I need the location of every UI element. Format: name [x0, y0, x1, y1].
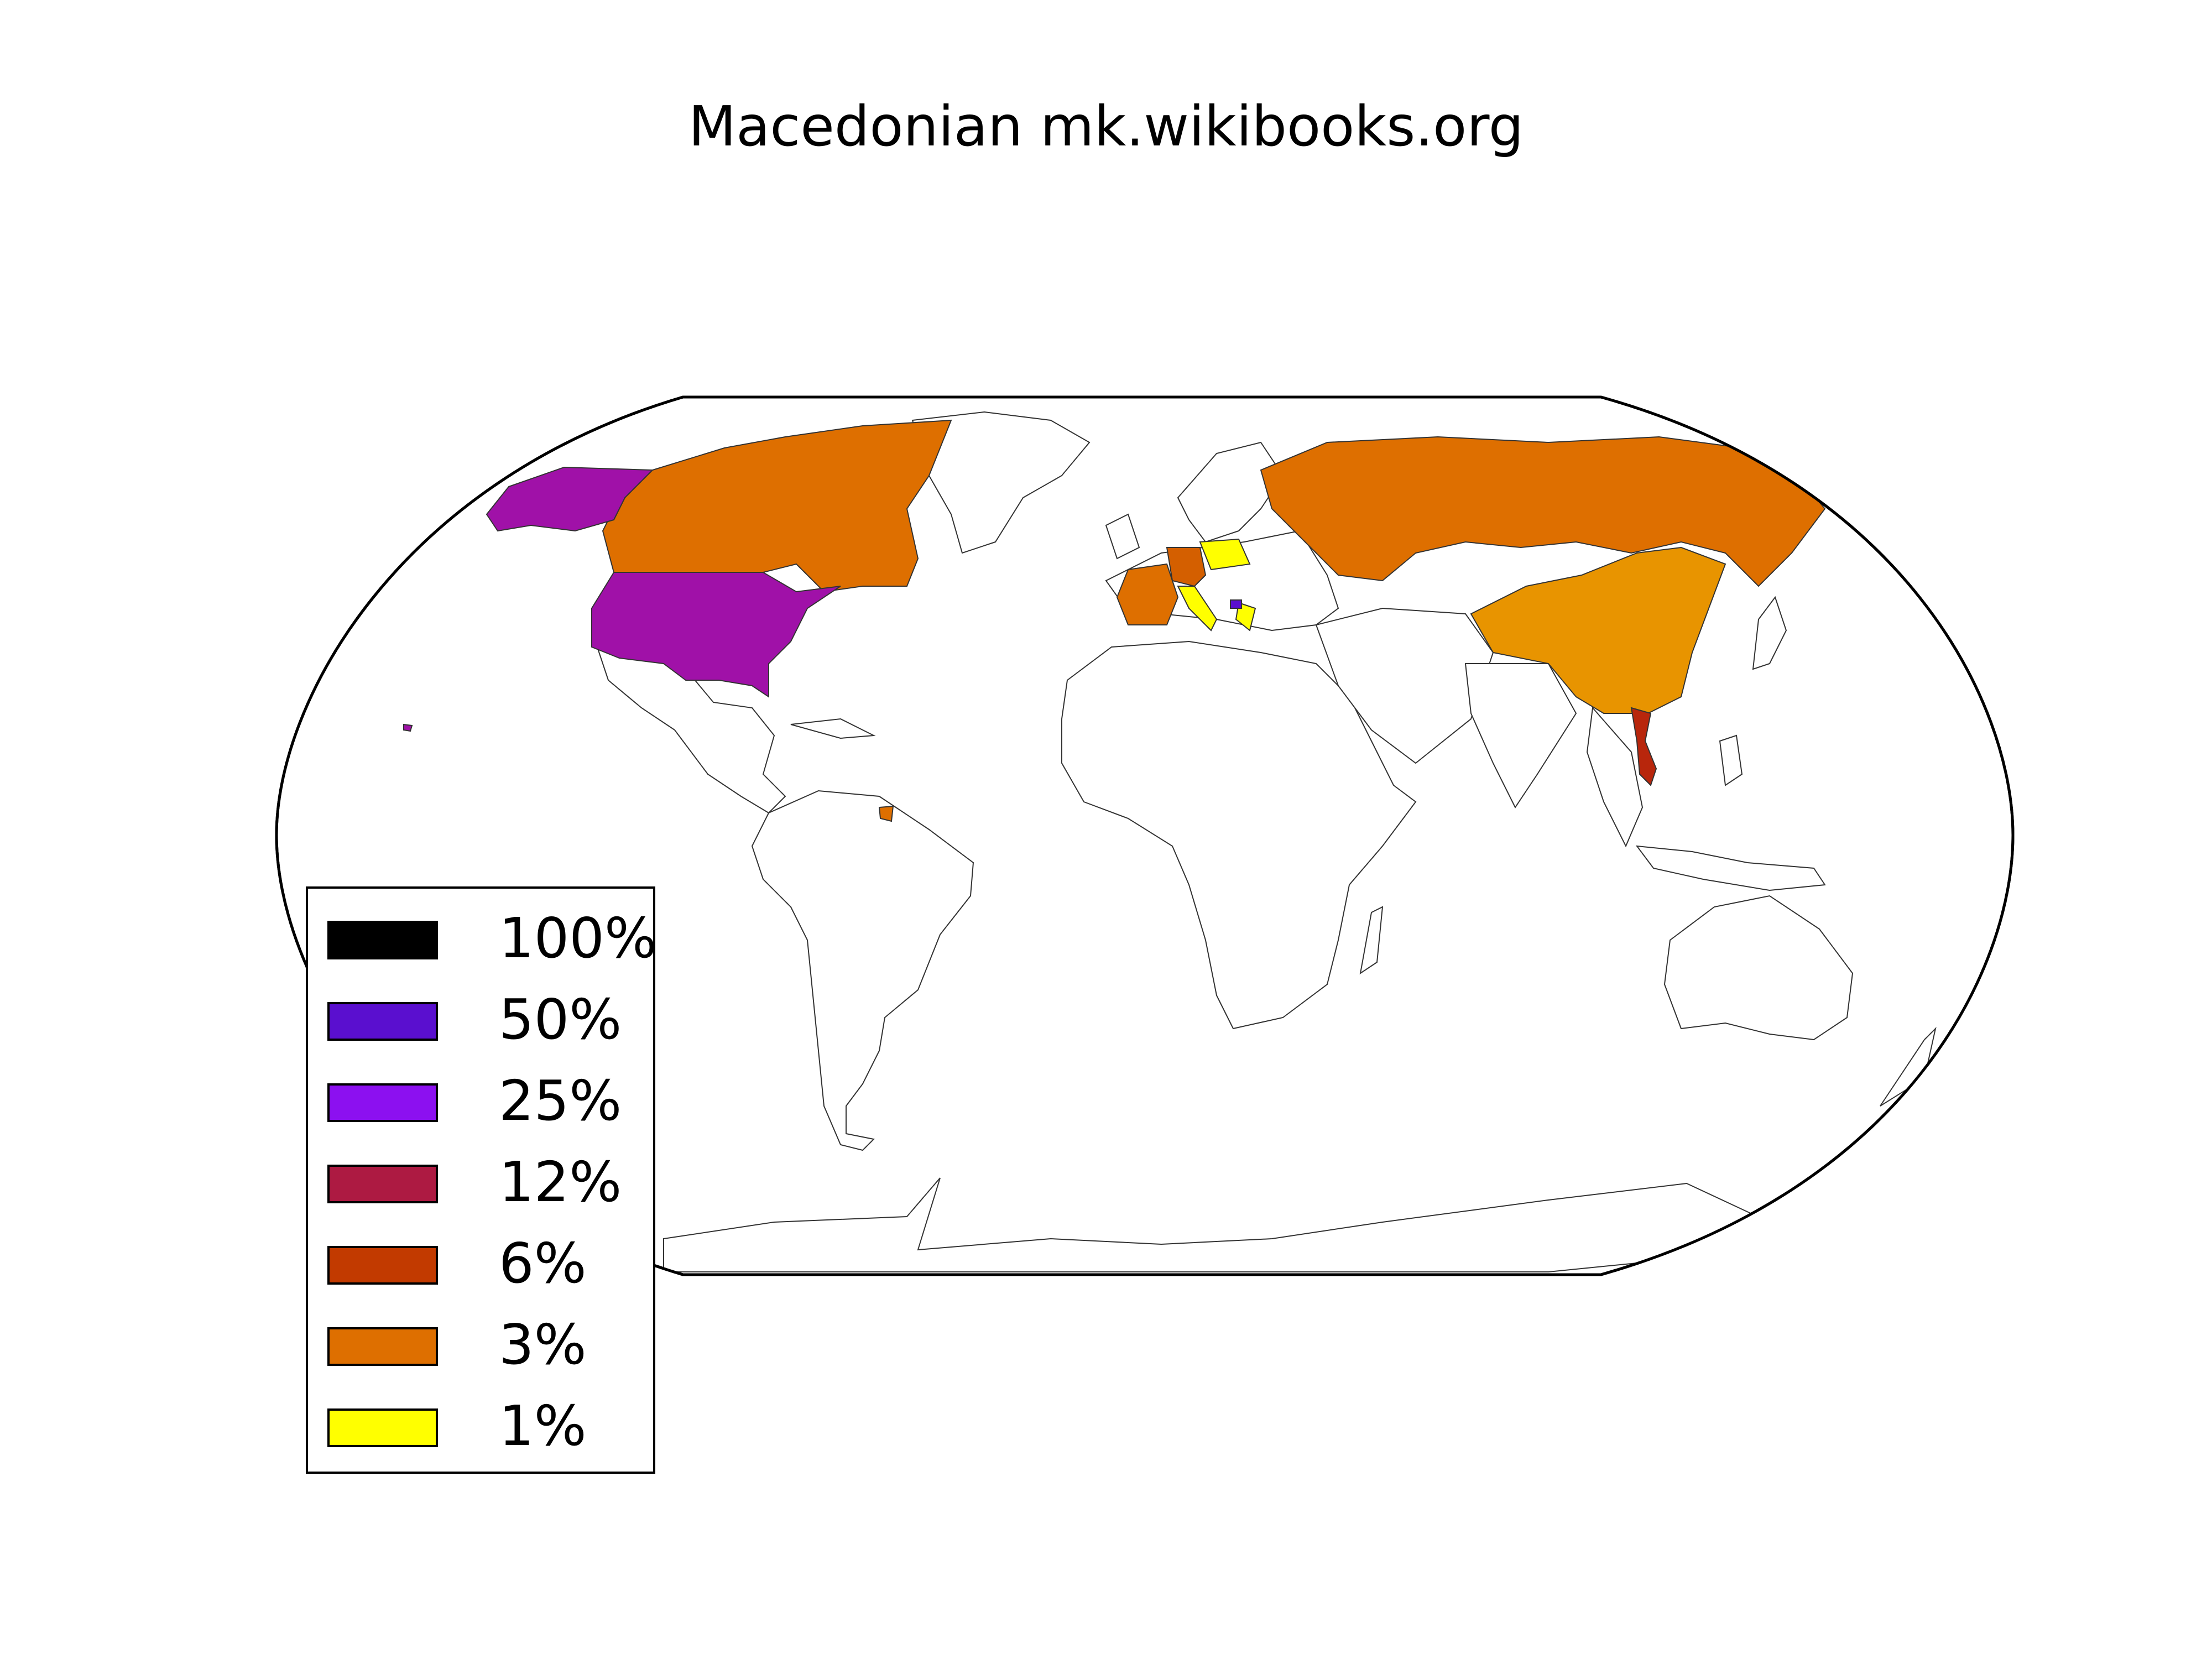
country-usa-alaska — [486, 466, 654, 532]
country-poland — [1199, 538, 1251, 571]
legend-item-6: 6% — [327, 1230, 648, 1297]
land-antarctica — [663, 1177, 1771, 1272]
globe-border — [275, 395, 2015, 1276]
land-australia — [1663, 895, 1854, 1041]
legend-label: 100% — [499, 906, 657, 971]
legend-swatch — [327, 921, 438, 959]
legend-label: 50% — [499, 987, 622, 1052]
country-russia — [1260, 436, 1826, 587]
legend-item-100: 100% — [327, 905, 657, 972]
country-french-guiana — [878, 805, 894, 822]
land-mexico — [596, 646, 786, 814]
legend-swatch — [327, 1002, 438, 1041]
legend-swatch — [327, 1246, 438, 1285]
land-southeast-asia — [1586, 706, 1644, 848]
legend-item-25: 25% — [327, 1068, 648, 1134]
land-scandinavia — [1177, 441, 1284, 543]
country-canada — [602, 419, 952, 593]
land-middle-east — [1315, 607, 1494, 764]
country-macedonia — [1230, 599, 1242, 609]
legend-item-12: 12% — [327, 1149, 648, 1215]
legend-label: 3% — [499, 1312, 587, 1377]
legend-swatch — [327, 1327, 438, 1366]
legend-swatch — [327, 1083, 438, 1122]
legend-label: 12% — [499, 1150, 622, 1214]
land-new-zealand — [1880, 1026, 1937, 1107]
country-usa — [591, 572, 841, 698]
land-japan — [1752, 596, 1787, 670]
legend-swatch — [327, 1165, 438, 1203]
country-italy — [1177, 586, 1218, 632]
land-cuba — [790, 718, 876, 739]
legend-label: 25% — [499, 1068, 622, 1133]
map-title: Macedonian mk.wikibooks.org — [688, 94, 1524, 159]
land-madagascar — [1359, 906, 1384, 975]
legend-item-3: 3% — [327, 1312, 648, 1378]
land-greenland — [911, 411, 1091, 554]
country-china — [1470, 546, 1726, 714]
land-uk — [1105, 513, 1140, 560]
land-indonesia — [1635, 845, 1826, 891]
country-france — [1116, 563, 1179, 625]
legend-swatch — [327, 1408, 438, 1447]
legend-item-1: 1% — [327, 1393, 648, 1459]
land-india — [1464, 663, 1577, 808]
legend: 100% 50% 25% 12% 6% 3% 1% — [306, 886, 657, 1474]
country-greece — [1235, 602, 1256, 632]
legend-label: 6% — [499, 1231, 587, 1296]
legend-label: 1% — [499, 1394, 587, 1458]
land-philippines — [1719, 734, 1743, 786]
legend-item-50: 50% — [327, 987, 648, 1053]
land-south-america — [751, 790, 974, 1151]
country-usa-hawaii — [403, 723, 413, 732]
land-africa — [1061, 640, 1417, 1030]
country-vietnam — [1630, 707, 1657, 786]
country-germany — [1166, 547, 1207, 587]
